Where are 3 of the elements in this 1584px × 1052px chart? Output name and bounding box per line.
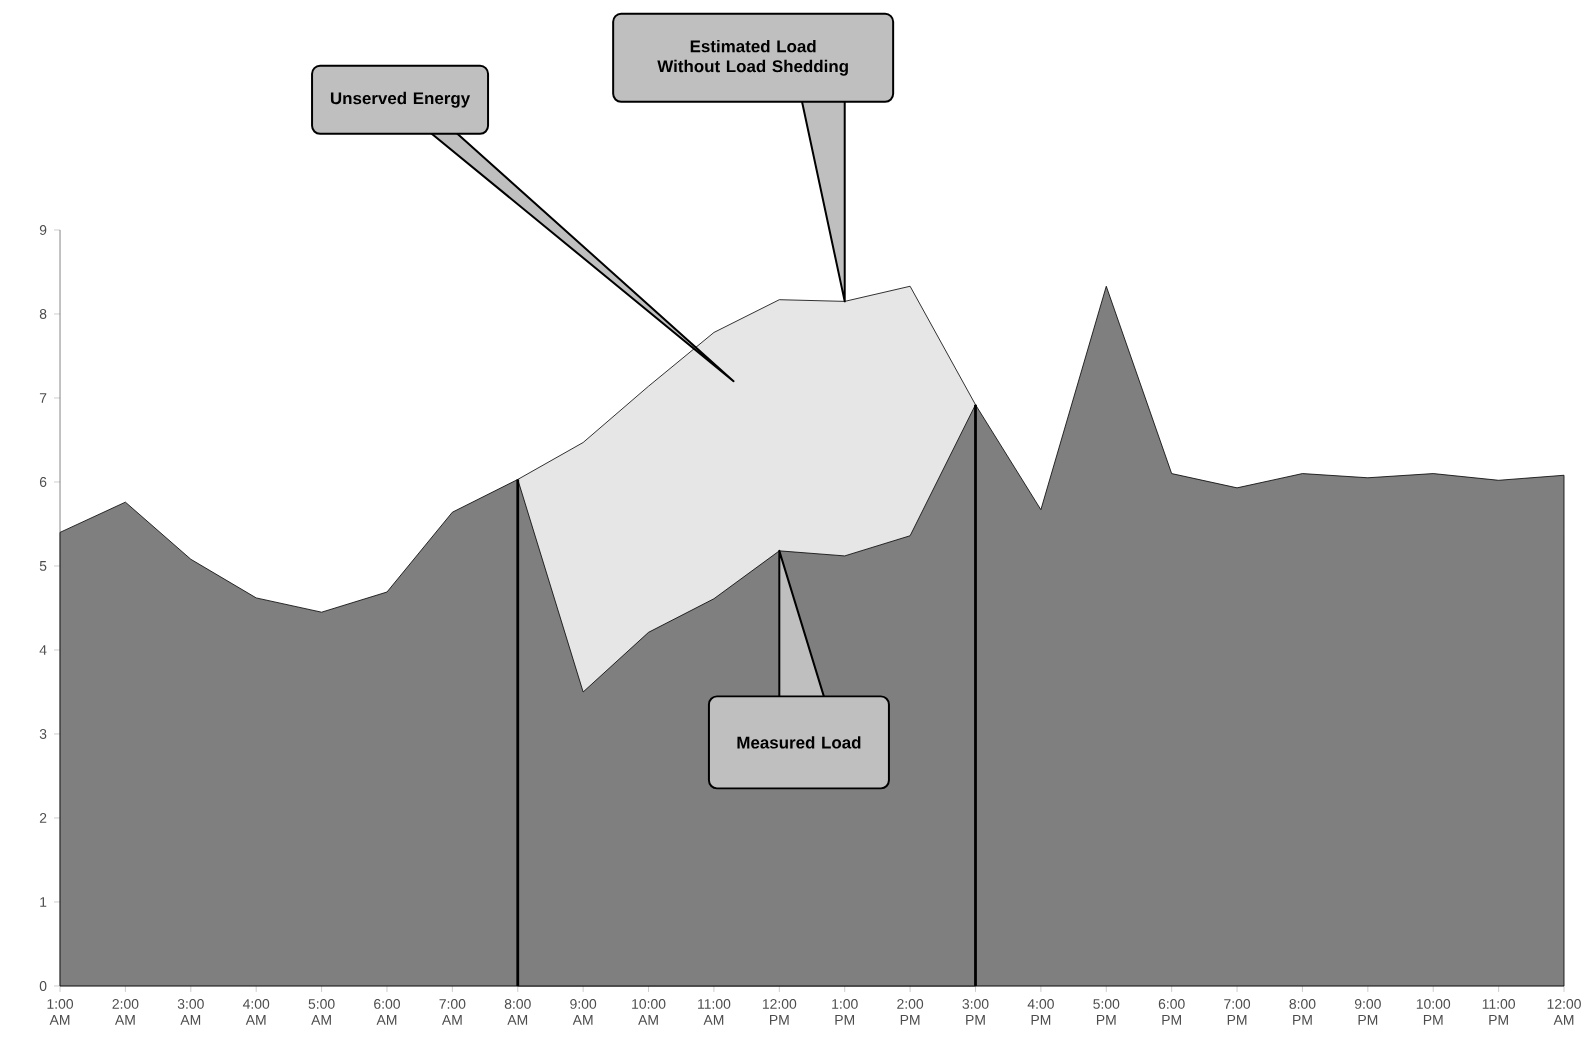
text: Unserved Energy bbox=[330, 91, 471, 108]
annotation: Measured Load bbox=[737, 736, 861, 749]
text: Estimated Load Without Load Shedding bbox=[657, 39, 848, 76]
